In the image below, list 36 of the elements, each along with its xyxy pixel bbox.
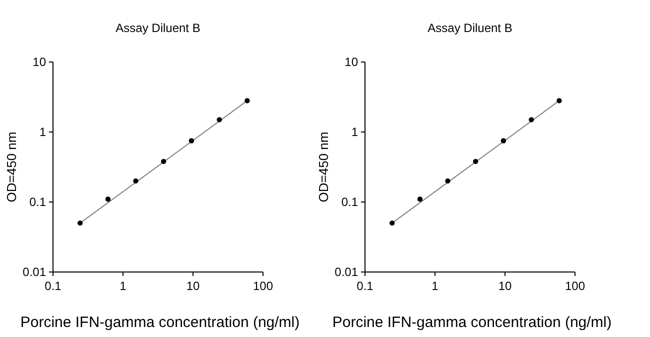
y-tick-label: 0.01 [334,265,358,279]
point [500,138,506,144]
point [390,220,395,226]
point [556,98,562,104]
y-tick-label: 0.1 [29,195,46,209]
chart-title: Assay Diluent B [116,21,200,35]
point [528,117,534,122]
x-tick-label: 100 [252,279,274,293]
x-tick-label: 10 [498,279,512,293]
point [160,158,166,164]
point [216,117,222,122]
point [244,98,250,104]
y-tick-label: 0.01 [22,265,46,279]
point [105,196,111,202]
x-axis-title: Porcine IFN-gamma concentration (ng/ml) [20,314,300,331]
x-tick-label: 1 [120,279,127,293]
y-tick-label: 10 [344,55,358,69]
x-axis-title: Porcine IFN-gamma concentration (ng/ml) [332,314,612,331]
x-tick-label: 100 [564,279,586,293]
y-tick-label: 0.1 [341,195,358,209]
point [445,178,450,184]
x-tick-label: 1 [432,279,439,293]
point [188,138,194,144]
y-tick-label: 1 [39,125,46,139]
point [78,220,83,226]
x-tick-label: 10 [186,279,200,293]
x-tick-label: 0.1 [356,279,374,293]
chart-title: Assay Diluent B [428,21,512,35]
point [417,196,423,202]
y-axis-title: OD=450 nm [316,132,331,202]
point [472,158,478,164]
x-tick-label: 0.1 [44,279,62,293]
point [133,178,138,184]
y-tick-label: 1 [351,125,358,139]
y-tick-label: 10 [32,55,46,69]
y-axis-title: OD=450 nm [4,132,19,202]
